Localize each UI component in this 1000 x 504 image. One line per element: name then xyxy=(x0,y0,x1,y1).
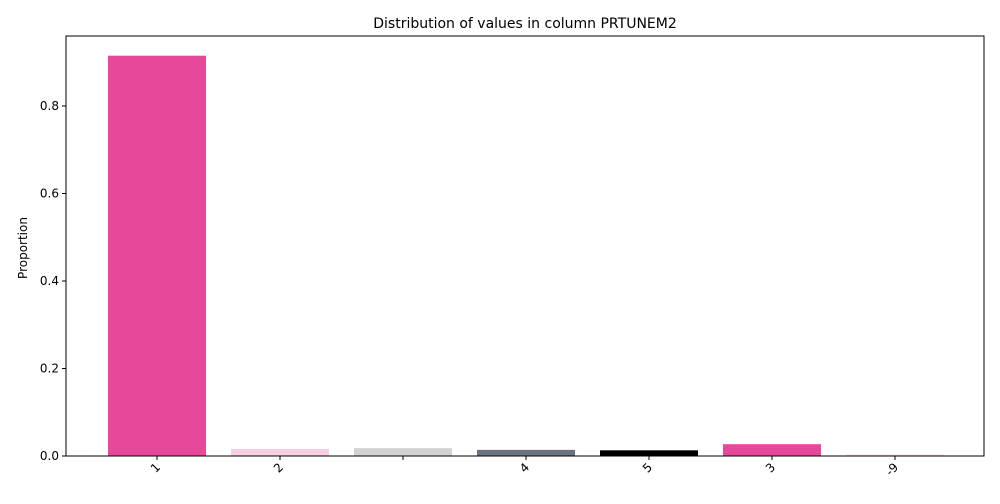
x-tick-label: 5 xyxy=(640,460,655,475)
bar xyxy=(354,448,452,456)
y-axis-ticks: 0.0 0.2 0.4 0.6 0.8 xyxy=(40,99,66,463)
bar xyxy=(231,449,329,456)
y-tick-label: 0.8 xyxy=(40,99,59,113)
bars-layer xyxy=(108,55,944,456)
chart-title: Distribution of values in column PRTUNEM… xyxy=(373,16,677,32)
y-axis-label: Proportion xyxy=(16,217,30,279)
x-tick-label: 3 xyxy=(763,460,778,475)
y-tick-label: 0.6 xyxy=(40,187,59,201)
y-tick-label: 0.0 xyxy=(40,449,59,463)
bar xyxy=(600,450,698,456)
bar xyxy=(477,449,575,456)
bar xyxy=(723,444,821,456)
y-tick-label: 0.2 xyxy=(40,362,59,376)
x-tick-label: -9 xyxy=(883,460,901,478)
bar xyxy=(108,55,206,456)
x-tick-label: 2 xyxy=(271,460,286,475)
x-axis-ticks: 1 2 4 5 3 -9 xyxy=(148,456,901,479)
y-tick-label: 0.4 xyxy=(40,274,59,288)
x-tick-label: 4 xyxy=(517,460,532,475)
plot-area-frame xyxy=(65,35,985,457)
bar xyxy=(846,454,944,456)
x-tick-label: 1 xyxy=(148,460,163,475)
